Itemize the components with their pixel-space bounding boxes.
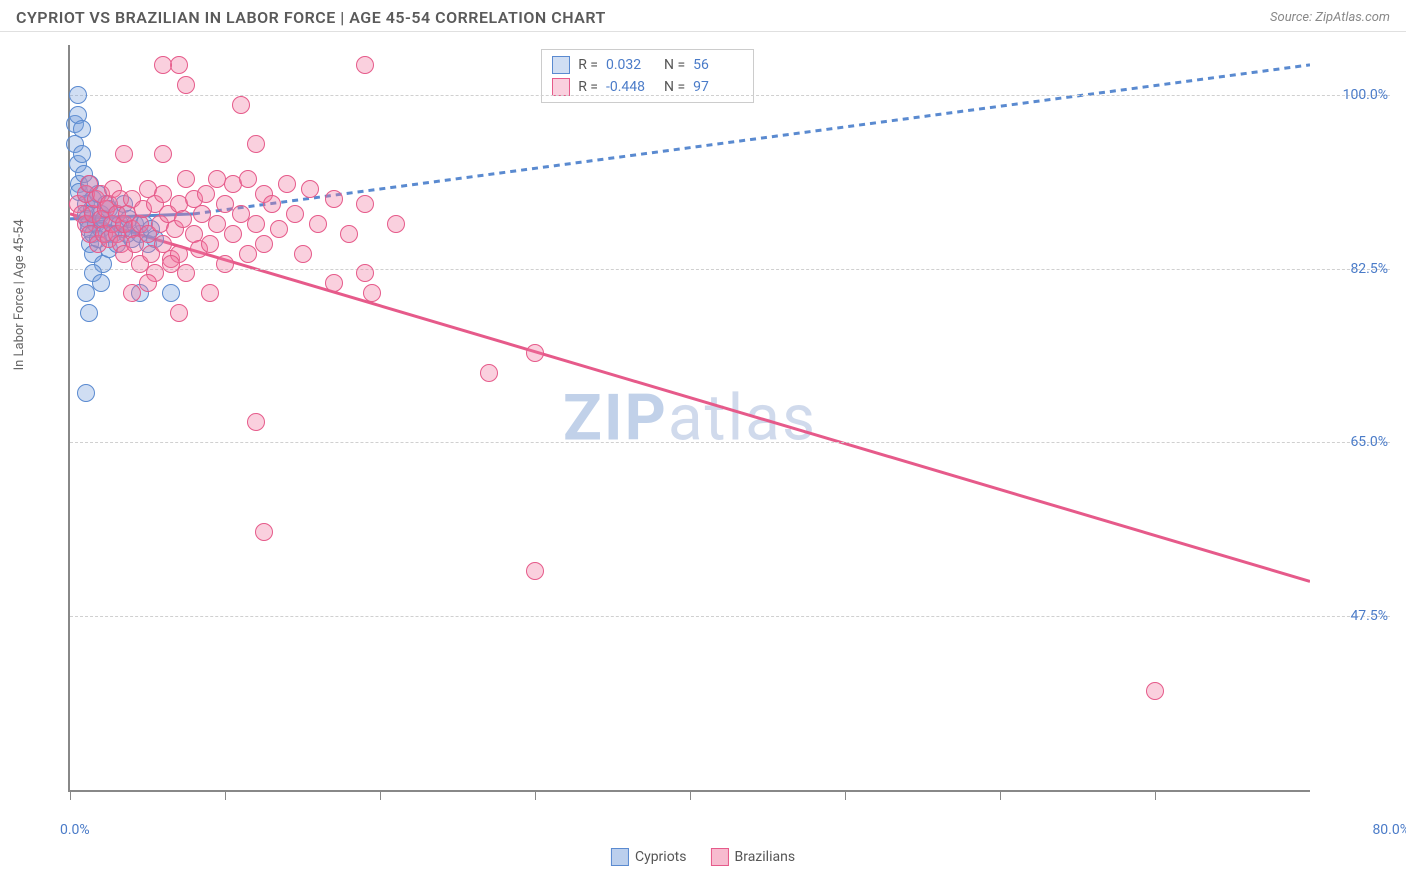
x-tick [845, 790, 846, 800]
scatter-point [77, 384, 95, 402]
scatter-point [255, 523, 273, 541]
scatter-point [294, 245, 312, 263]
x-tick [225, 790, 226, 800]
scatter-point [201, 235, 219, 253]
scatter-point [80, 304, 98, 322]
scatter-point [286, 205, 304, 223]
scatter-point [115, 145, 133, 163]
scatter-point [247, 413, 265, 431]
scatter-point [309, 215, 327, 233]
scatter-point [247, 215, 265, 233]
scatter-point [325, 274, 343, 292]
scatter-point [224, 225, 242, 243]
scatter-point [255, 235, 273, 253]
scatter-point [73, 120, 91, 138]
scatter-point [356, 264, 374, 282]
scatter-point [526, 562, 544, 580]
legend-n-value: 56 [693, 57, 743, 73]
x-axis-min-label: 0.0% [60, 822, 90, 838]
scatter-point [270, 220, 288, 238]
legend-n-label: N = [664, 79, 685, 95]
legend-label: Brazilians [735, 849, 796, 865]
gridline [70, 442, 1390, 443]
x-tick [1155, 790, 1156, 800]
legend-swatch [552, 78, 570, 96]
plot-area-wrap: ZIPatlas R =0.032N =56R =-0.448N =97 0.0… [50, 45, 1390, 822]
gridline [70, 95, 1390, 96]
legend-r-label: R = [578, 57, 598, 73]
legend-swatch [552, 56, 570, 74]
scatter-point [340, 225, 358, 243]
scatter-point [177, 264, 195, 282]
scatter-point [177, 170, 195, 188]
scatter-point [92, 274, 110, 292]
scatter-point [162, 255, 180, 273]
legend-swatch [611, 848, 629, 866]
series-legend: Cypriots Brazilians [611, 848, 795, 866]
scatter-point [73, 145, 91, 163]
scatter-point [301, 180, 319, 198]
x-tick [380, 790, 381, 800]
legend-n-value: 97 [693, 79, 743, 95]
scatter-point [1146, 682, 1164, 700]
scatter-point [526, 344, 544, 362]
y-tick-label: 47.5% [1318, 608, 1388, 624]
scatter-point [170, 56, 188, 74]
scatter-point [325, 190, 343, 208]
y-tick-label: 100.0% [1318, 87, 1388, 103]
scatter-point [356, 195, 374, 213]
scatter-point [239, 170, 257, 188]
gridline [70, 269, 1390, 270]
chart-source: Source: ZipAtlas.com [1270, 10, 1390, 25]
scatter-point [278, 175, 296, 193]
scatter-point [201, 284, 219, 302]
scatter-point [170, 304, 188, 322]
watermark-rest: atlas [668, 380, 817, 455]
legend-label: Cypriots [635, 849, 687, 865]
legend-item: Brazilians [711, 848, 796, 866]
scatter-point [69, 86, 87, 104]
x-tick [535, 790, 536, 800]
legend-r-label: R = [578, 79, 598, 95]
legend-swatch [711, 848, 729, 866]
scatter-point [154, 145, 172, 163]
scatter-point [197, 185, 215, 203]
legend-r-value: -0.448 [606, 79, 656, 95]
watermark: ZIPatlas [563, 380, 817, 455]
chart-container: CYPRIOT VS BRAZILIAN IN LABOR FORCE | AG… [0, 0, 1406, 892]
x-tick [690, 790, 691, 800]
gridline [70, 616, 1390, 617]
x-axis-max-label: 80.0% [1372, 822, 1406, 838]
plot-area: ZIPatlas R =0.032N =56R =-0.448N =97 0.0… [68, 45, 1310, 792]
scatter-point [216, 255, 234, 273]
y-axis-label: In Labor Force | Age 45-54 [12, 219, 27, 370]
scatter-point [480, 364, 498, 382]
legend-n-label: N = [664, 57, 685, 73]
scatter-point [356, 56, 374, 74]
watermark-bold: ZIP [563, 380, 668, 455]
y-tick-label: 65.0% [1318, 434, 1388, 450]
scatter-point [363, 284, 381, 302]
legend-r-value: 0.032 [606, 57, 656, 73]
legend-row: R = 0.032 N = 56 [552, 54, 743, 76]
scatter-point [139, 274, 157, 292]
legend-item: Cypriots [611, 848, 687, 866]
scatter-point [232, 96, 250, 114]
chart-title: CYPRIOT VS BRAZILIAN IN LABOR FORCE | AG… [16, 8, 606, 27]
x-tick [70, 790, 71, 800]
scatter-point [154, 56, 172, 74]
x-tick [1000, 790, 1001, 800]
scatter-point [387, 215, 405, 233]
chart-header: CYPRIOT VS BRAZILIAN IN LABOR FORCE | AG… [0, 0, 1406, 32]
scatter-point [263, 195, 281, 213]
scatter-point [162, 284, 180, 302]
scatter-point [177, 76, 195, 94]
y-tick-label: 82.5% [1318, 261, 1388, 277]
scatter-point [247, 135, 265, 153]
